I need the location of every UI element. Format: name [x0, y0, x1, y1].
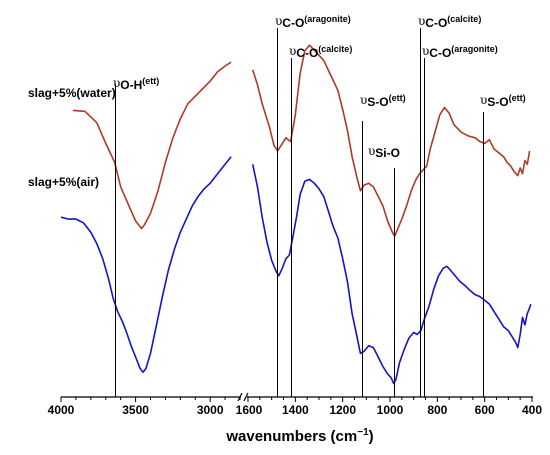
- series-labels: slag+5%(water) slag+5%(air): [28, 86, 116, 189]
- series-line-water-segment-2: [251, 44, 531, 237]
- x-tick-labels: 4000 3500 3000 1600 1400 1200 1000 800 600 400: [48, 403, 543, 417]
- x-axis: [60, 392, 533, 402]
- spectra-curves: [60, 44, 532, 385]
- series-label-water: slag+5%(water): [28, 86, 116, 100]
- x-axis-title: wavenumbers (cm−1): [225, 427, 373, 445]
- annotation-label-1: υO-H(ett): [113, 76, 159, 92]
- series-label-air: slag+5%(air): [28, 175, 99, 189]
- x-tick-label-4000: 4000: [48, 403, 75, 417]
- x-tick-label-3500: 3500: [122, 403, 149, 417]
- x-tick-label-1400: 1400: [282, 403, 309, 417]
- series-line-air-segment-1: [60, 156, 232, 373]
- x-tick-label-1000: 1000: [377, 403, 404, 417]
- x-tick-label-600: 600: [475, 403, 495, 417]
- series-line-water-segment-1: [72, 61, 232, 230]
- annotation-label-2: υC-O(aragonite): [275, 14, 351, 30]
- annotation-label-5: υSi-O: [368, 144, 400, 160]
- series-line-air-segment-2: [251, 164, 532, 385]
- annotation-label-4: υS-O(ett): [360, 93, 406, 109]
- annotation-label-8: υS-O(ett): [480, 93, 526, 109]
- annotation-label-3: υC-O(calcite): [289, 44, 352, 60]
- annotation-labels: υO-H(ett) υC-O(aragonite) υC-O(calcite) υS-…: [113, 14, 526, 160]
- x-tick-label-1200: 1200: [329, 403, 356, 417]
- axis-break-mark-2: [243, 392, 249, 402]
- annotation-label-6: υC-O(calcite): [418, 14, 481, 30]
- x-tick-label-1600: 1600: [236, 403, 263, 417]
- annotation-label-7: υC-O(aragonite): [422, 44, 498, 60]
- annotation-lines: [115, 28, 484, 397]
- x-tick-label-800: 800: [427, 403, 447, 417]
- x-tick-label-400: 400: [522, 403, 542, 417]
- x-tick-label-3000: 3000: [197, 403, 224, 417]
